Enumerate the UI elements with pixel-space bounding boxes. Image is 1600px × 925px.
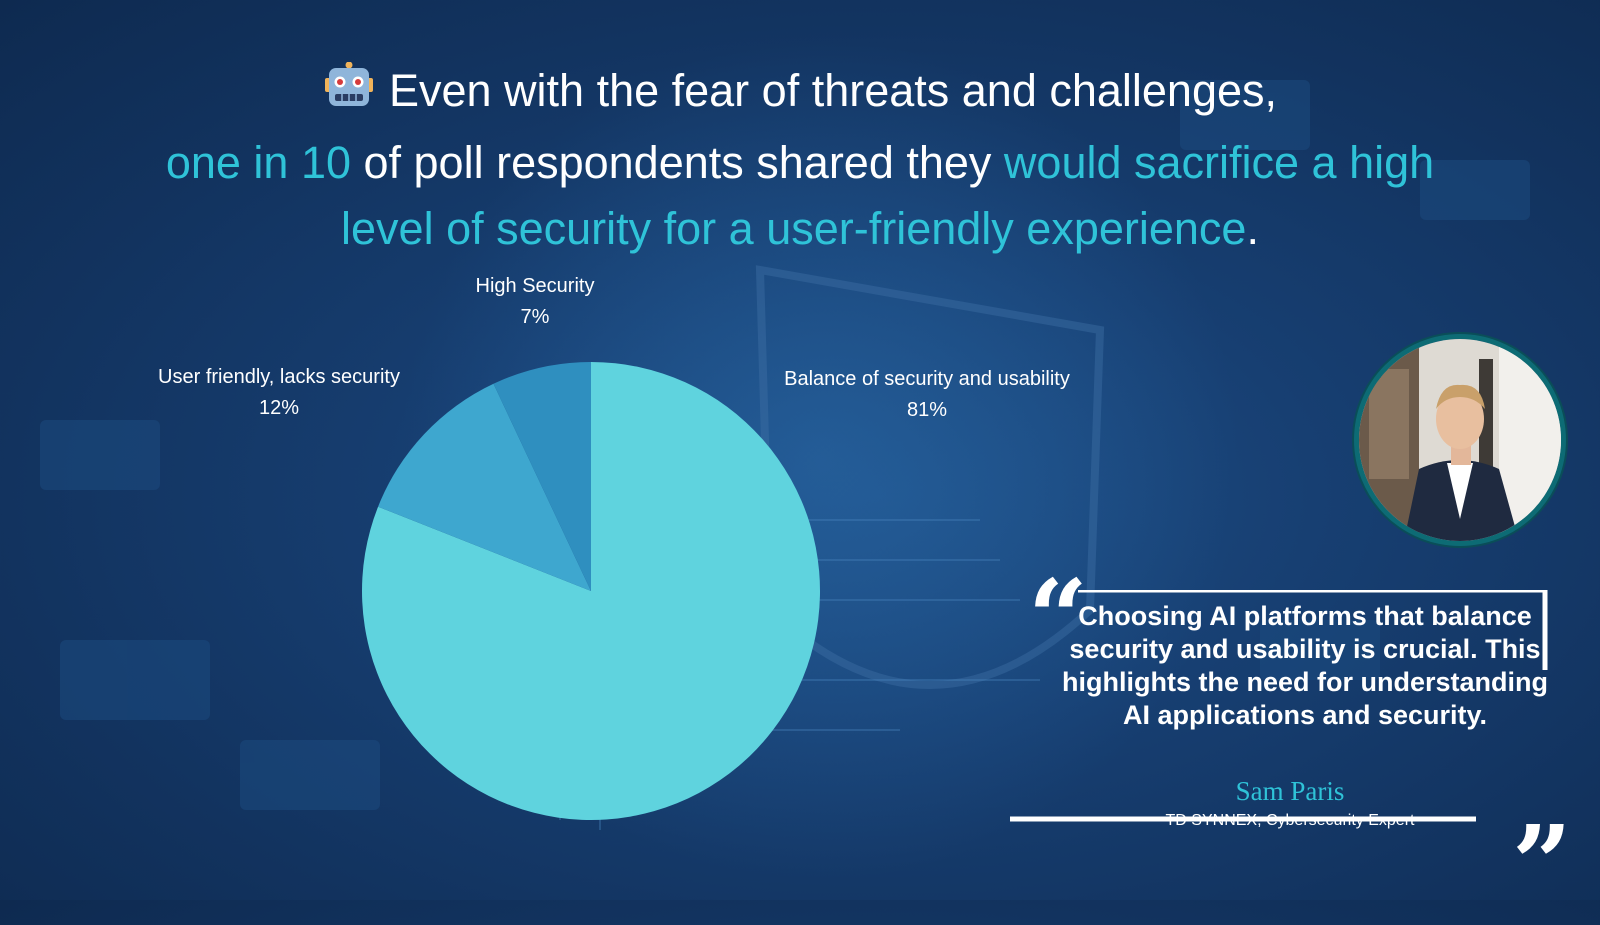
quote-frame: [1010, 590, 1548, 822]
headline-middle: of poll respondents shared they: [351, 137, 1004, 188]
quote-text: Choosing AI platforms that balance secur…: [1062, 601, 1548, 730]
headline-highlight-sacrifice: would sacrifice a high level of security…: [341, 137, 1435, 254]
pie-slice: [493, 362, 591, 591]
headline-highlight-one-in-10: one in 10: [165, 137, 351, 188]
headline: Even with the fear of threats and challe…: [160, 58, 1440, 262]
quote-open-icon: “: [1028, 556, 1088, 679]
pie-slice: [378, 383, 591, 591]
headline-line1: Even with the fear of threats and challe…: [388, 65, 1278, 116]
robot-icon: [323, 61, 375, 130]
slice-value-label: 12%: [259, 397, 299, 419]
pie-chart: Balance of security and usability 81% User…: [158, 275, 1070, 821]
slice-label: High Security: [476, 275, 595, 297]
slice-label: User friendly, lacks security: [158, 366, 400, 388]
avatar: [1354, 334, 1566, 546]
quote-close-icon: ”: [1512, 802, 1572, 925]
headline-end: .: [1246, 203, 1259, 254]
slice-value-label: 81%: [907, 399, 947, 421]
author-role: TD SYNNEX, Cybersecurity Expert: [1165, 812, 1415, 829]
slice-label: Balance of security and usability: [784, 368, 1070, 390]
author-name: Sam Paris: [1235, 776, 1345, 806]
slice-value-label: 7%: [521, 306, 550, 328]
